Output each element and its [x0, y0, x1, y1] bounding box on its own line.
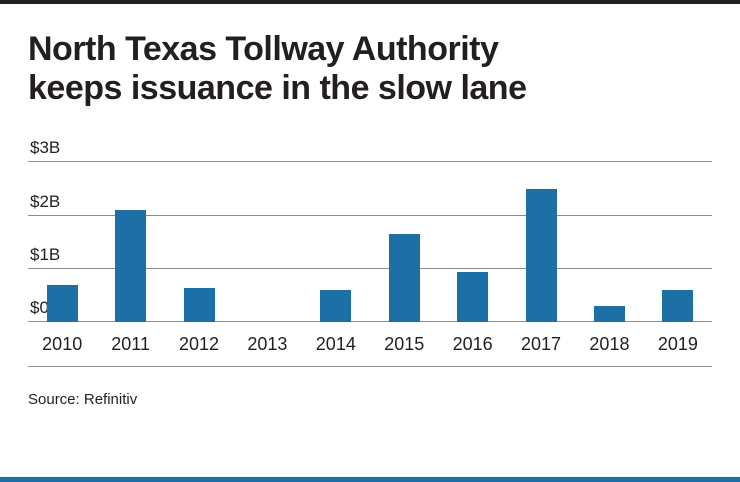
chart-title: North Texas Tollway Authority keeps issu… — [28, 30, 712, 108]
bar-column-2011 — [96, 162, 164, 323]
bar-2011 — [115, 210, 147, 323]
bar-column-2010 — [28, 162, 96, 323]
gridline-1: $1B — [28, 245, 712, 269]
chart-title-line-1: North Texas Tollway Authority — [28, 30, 499, 68]
x-tick-label-2015: 2015 — [384, 333, 425, 354]
x-tick-label-2017: 2017 — [521, 333, 562, 354]
bar-column-2019 — [644, 162, 712, 323]
bar-2010 — [46, 284, 78, 323]
y-tick-label: $1B — [30, 244, 61, 264]
bar-column-2014 — [302, 162, 370, 323]
bars-row — [28, 162, 712, 323]
x-tick-label-2018: 2018 — [589, 333, 630, 354]
bar-column-2013 — [233, 162, 301, 322]
x-tick-label-2010: 2010 — [42, 333, 83, 354]
x-tick-label-2012: 2012 — [178, 333, 220, 354]
bar-column-2016 — [438, 162, 506, 323]
bar-column-2012 — [165, 162, 233, 323]
bar-2012 — [183, 287, 215, 323]
bottom-accent-bar — [0, 477, 740, 482]
bar-2014 — [320, 290, 352, 323]
y-tick-label: $3B — [30, 138, 61, 158]
bar-column-2015 — [370, 162, 438, 323]
chart-title-line-2: keeps issuance in the slow lane — [28, 69, 527, 108]
bar-column-2018 — [575, 162, 643, 323]
gridline-3: $3B — [28, 138, 712, 163]
bar-2017 — [525, 188, 557, 323]
bar-2019 — [662, 290, 694, 323]
y-tick-label: $2B — [30, 191, 61, 211]
bar-column-2017 — [507, 162, 575, 323]
y-tick-label: $0 — [30, 298, 49, 318]
gridline-0: $0 — [28, 298, 712, 323]
x-tick-label-2011: 2011 — [111, 333, 150, 354]
source-note: Source: Refinitiv — [28, 391, 138, 409]
x-tick-label-2016: 2016 — [452, 333, 493, 354]
bar-chart: $0 $1B $2B $3B 2010 2011 2012 2013 2014 2015 2016… — [28, 138, 712, 368]
gridline-2: $2B — [28, 192, 712, 216]
bar-2018 — [593, 306, 625, 323]
bar-2016 — [457, 271, 489, 323]
x-axis-labels: 2010 2011 2012 2013 2014 2015 2016 2017 2018 2019 — [28, 322, 712, 368]
x-tick-label-2013: 2013 — [247, 333, 288, 354]
bar-2015 — [388, 234, 420, 323]
x-tick-label-2014: 2014 — [315, 333, 356, 354]
x-tick-label-2019: 2019 — [657, 333, 698, 354]
plot-area: $0 $1B $2B $3B — [28, 138, 712, 323]
